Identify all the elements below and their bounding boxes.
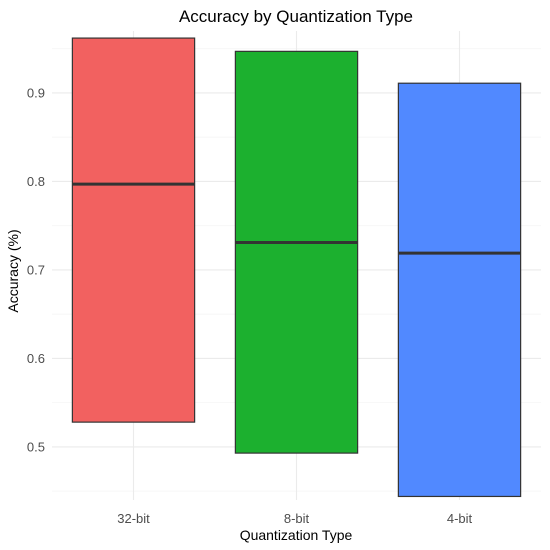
boxes [71, 37, 522, 498]
y-tick-label: 0.5 [27, 439, 45, 454]
y-tick-label: 0.9 [27, 85, 45, 100]
y-axis-label: Accuracy (%) [5, 229, 21, 312]
y-axis-ticks: 0.5 0.6 0.7 0.8 0.9 [27, 85, 45, 454]
y-tick-label: 0.7 [27, 262, 45, 277]
x-tick-label: 4-bit [447, 511, 473, 526]
chart-title: Accuracy by Quantization Type [179, 7, 413, 26]
box-32-bit [71, 37, 196, 423]
x-tick-label: 32-bit [117, 511, 150, 526]
y-tick-label: 0.6 [27, 351, 45, 366]
box-8-bit [234, 50, 359, 454]
y-tick-label: 0.8 [27, 174, 45, 189]
box-4-bit [397, 82, 522, 498]
x-axis-ticks: 32-bit 8-bit 4-bit [117, 511, 472, 526]
x-axis-label: Quantization Type [240, 527, 353, 543]
x-tick-label: 8-bit [284, 511, 310, 526]
